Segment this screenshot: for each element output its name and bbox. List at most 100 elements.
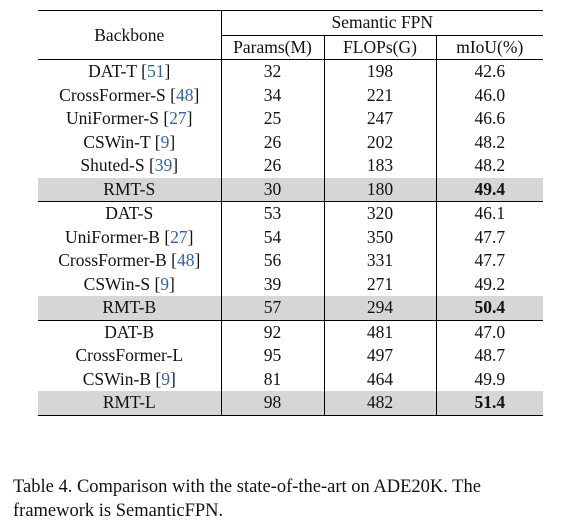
citation-link[interactable]: 9 (160, 273, 170, 294)
table-row: DAT-S 53 320 46.1 (38, 201, 544, 226)
miou-cell: 49.4 (435, 177, 544, 202)
backbone-name: DAT-T (88, 61, 137, 82)
flops-cell: 198 (323, 59, 436, 84)
backbone-name: CrossFormer-L (75, 345, 184, 366)
miou-cell: 49.9 (435, 367, 544, 391)
flops-cell: 331 (323, 249, 436, 273)
miou-cell: 42.6 (435, 59, 544, 84)
citation-link[interactable]: 9 (160, 131, 170, 152)
table-row: CSWin-S [9] 39 271 49.2 (38, 272, 544, 296)
citation-link[interactable]: 48 (175, 84, 194, 105)
backbone-cell: CSWin-B [9] (82, 368, 176, 389)
params-cell: 26 (220, 154, 324, 178)
backbone-name: DAT-S (105, 203, 154, 224)
table-body: DAT-T [51] 32 198 42.6 CrossFormer-S [48] 34 2… (38, 59, 544, 416)
backbone-name: DAT-B (104, 321, 155, 342)
backbone-header: Backbone (38, 10, 221, 60)
table-row: CrossFormer-S [48] 34 221 46.0 (38, 83, 544, 107)
table-row: RMT-B 57 294 50.4 (38, 296, 544, 320)
flops-cell: 202 (323, 130, 436, 154)
citation-link[interactable]: 39 (154, 155, 173, 176)
backbone-cell: DAT-B (38, 319, 221, 344)
table-row: RMT-L 98 482 51.4 (38, 391, 544, 416)
params-cell: 25 (220, 107, 324, 131)
backbone-cell: CSWin-T [9] (83, 131, 176, 152)
backbone-name: RMT-L (102, 392, 156, 413)
flops-cell: 497 (323, 344, 436, 368)
params-cell: 53 (220, 201, 324, 226)
backbone-cell: Shuted-S [39] (80, 155, 179, 176)
flops-cell: 481 (323, 319, 436, 344)
citation-link[interactable]: 9 (161, 368, 170, 389)
miou-cell: 48.2 (435, 154, 544, 178)
params-cell: 54 (220, 225, 324, 249)
flops-cell: 482 (323, 391, 436, 416)
backbone-cell: RMT-L (38, 391, 221, 416)
flops-cell: 271 (323, 272, 436, 296)
table-row: DAT-T [51] 32 198 42.6 (38, 59, 544, 84)
miou-cell: 46.1 (435, 201, 544, 226)
citation-link[interactable]: 51 (147, 61, 165, 82)
backbone-cell: CrossFormer-L (38, 344, 221, 368)
backbone-cell: UniFormer-S [27] (65, 108, 193, 129)
miou-cell: 47.7 (435, 225, 544, 249)
params-cell: 32 (220, 59, 324, 84)
backbone-cell: UniFormer-B [27] (65, 226, 194, 247)
citation-link[interactable]: 48 (176, 250, 195, 271)
flops-cell: 320 (323, 201, 436, 226)
backbone-cell: RMT-B (38, 296, 221, 320)
miou-cell: 51.4 (435, 391, 544, 416)
table-caption: Table 4. Comparison with the state-of-th… (13, 477, 481, 521)
header-row-2: Params(M) FLOPs(G) mIoU(%) (38, 35, 544, 60)
flops-cell: 464 (323, 367, 436, 391)
params-cell: 57 (220, 296, 324, 320)
backbone-name: CrossFormer-S (59, 84, 166, 105)
flops-cell: 350 (323, 225, 436, 249)
table-row: UniFormer-S [27] 25 247 46.6 (38, 107, 544, 131)
backbone-name: CrossFormer-B (58, 250, 167, 271)
params-cell: 39 (220, 272, 324, 296)
backbone-name: CSWin-T (83, 131, 151, 152)
params-cell: 81 (220, 367, 324, 391)
miou-cell: 48.2 (435, 130, 544, 154)
backbone-cell: CrossFormer-B [48] (58, 250, 201, 271)
flops-cell: 247 (323, 107, 436, 131)
params-cell: 56 (220, 249, 324, 273)
table-row: RMT-S 30 180 49.4 (38, 177, 544, 202)
table-row: Shuted-S [39] 26 183 48.2 (38, 154, 544, 178)
table-row: CrossFormer-L 95 497 48.7 (38, 344, 544, 368)
backbone-cell: RMT-S (38, 177, 221, 202)
backbone-cell: CSWin-S [9] (83, 273, 175, 294)
results-table-wrapper: Backbone Semantic FPN Params(M) FLOPs(G)… (38, 10, 544, 416)
params-cell: 30 (220, 177, 324, 202)
backbone-name: CSWin-B (82, 368, 152, 389)
results-table: Backbone Semantic FPN Params(M) FLOPs(G)… (38, 10, 544, 416)
backbone-cell: DAT-S (38, 201, 221, 226)
miou-cell: 46.0 (435, 83, 544, 107)
miou-cell: 48.7 (435, 344, 544, 368)
framework-header: Semantic FPN (220, 10, 544, 36)
miou-cell: 47.7 (435, 249, 544, 273)
backbone-name: CSWin-S (83, 273, 151, 294)
miou-cell: 47.0 (435, 319, 544, 344)
backbone-name: UniFormer-S (65, 108, 159, 129)
params-cell: 26 (220, 130, 324, 154)
backbone-name: RMT-S (103, 178, 156, 199)
backbone-name: RMT-B (102, 297, 157, 318)
backbone-cell: CrossFormer-S [48] (59, 84, 200, 105)
flops-cell: 221 (323, 83, 436, 107)
table-row: CSWin-B [9] 81 464 49.9 (38, 367, 544, 391)
citation-link[interactable]: 27 (170, 226, 188, 247)
backbone-cell: DAT-T [51] (38, 59, 221, 84)
citation-link[interactable]: 27 (169, 108, 187, 129)
header-row-1: Backbone Semantic FPN (38, 10, 544, 60)
flops-cell: 180 (323, 177, 436, 202)
miou-cell: 49.2 (435, 272, 544, 296)
params-header: Params(M) (220, 35, 324, 60)
params-cell: 34 (220, 83, 324, 107)
table-row: DAT-B 92 481 47.0 (38, 319, 544, 344)
backbone-name: UniFormer-B (65, 226, 160, 247)
backbone-name: Shuted-S (80, 155, 145, 176)
flops-cell: 294 (323, 296, 436, 320)
params-cell: 98 (220, 391, 324, 416)
